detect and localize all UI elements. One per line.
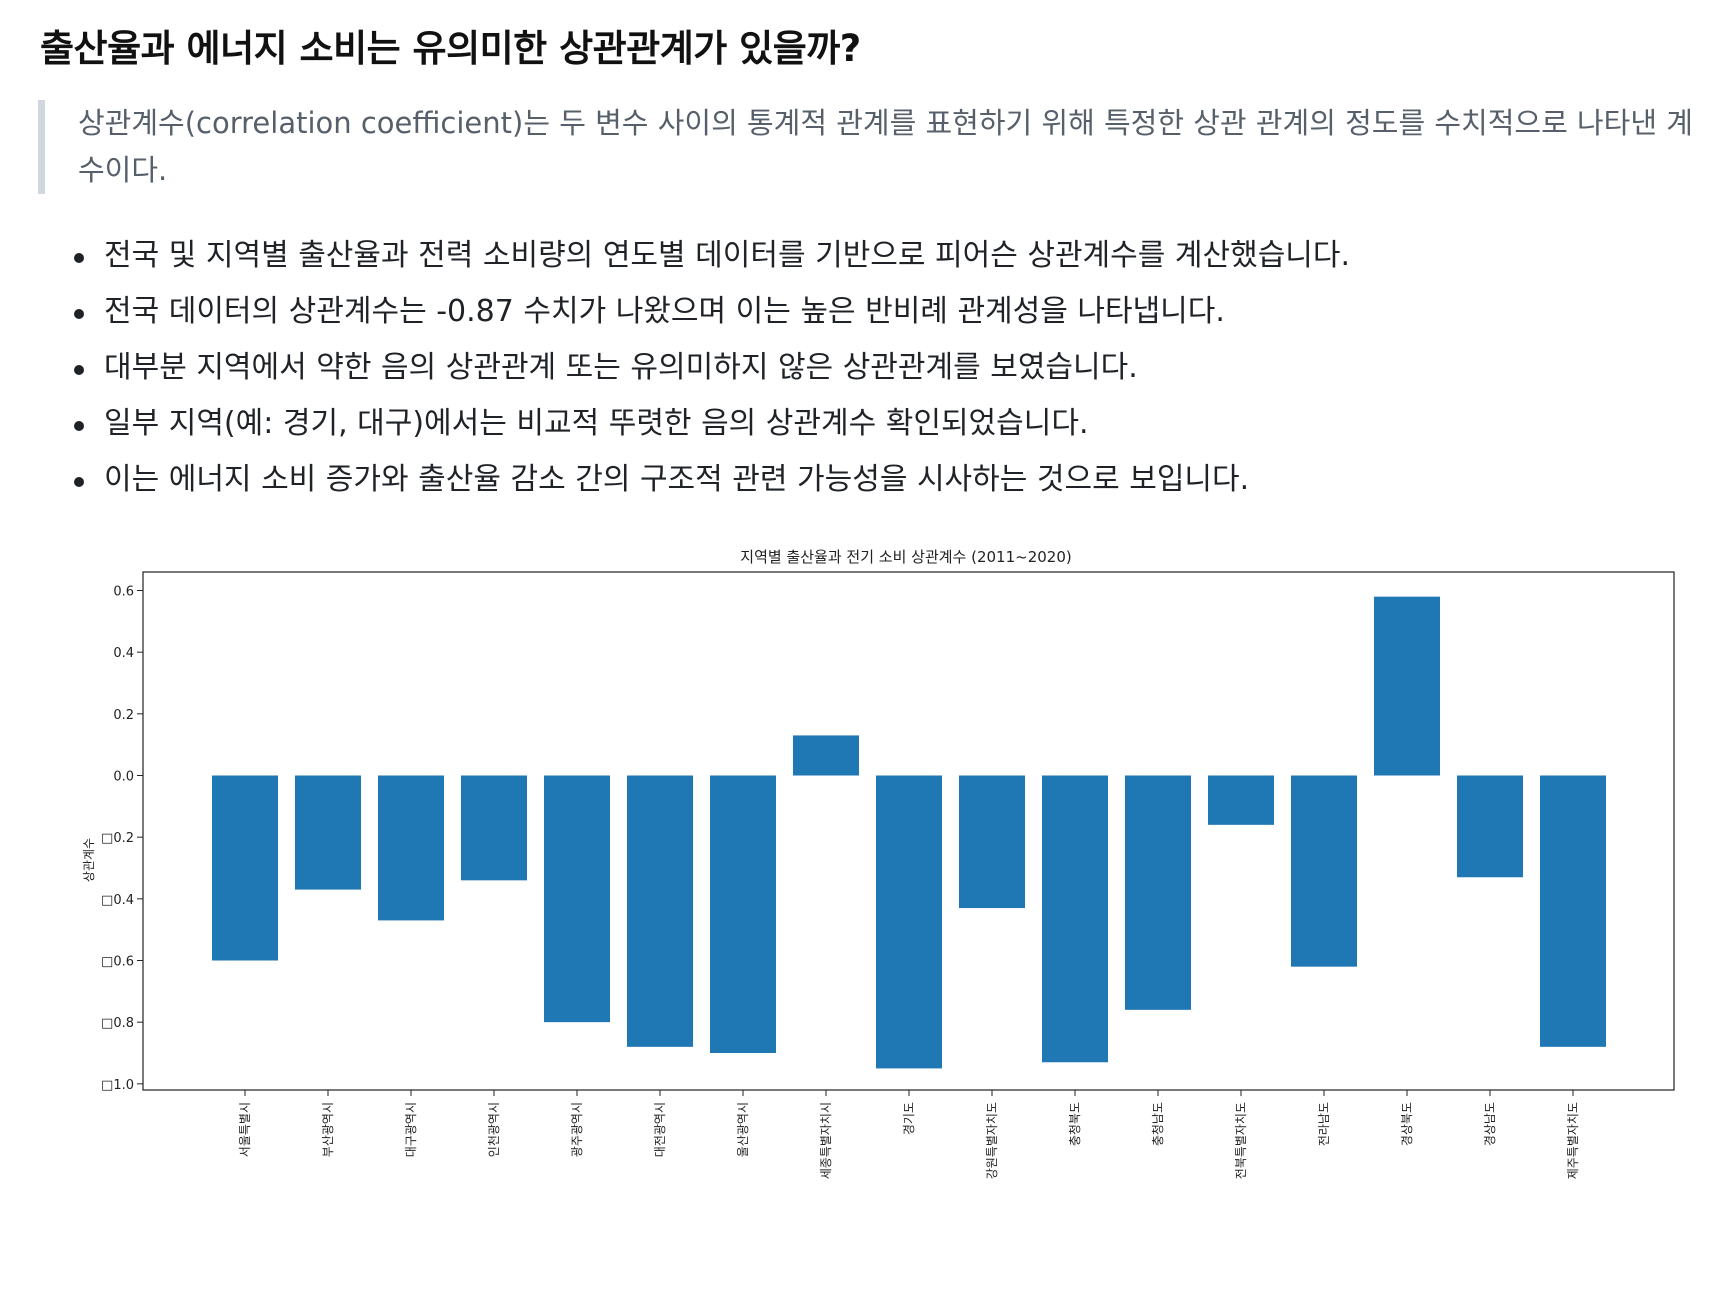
x-tick-label: 대전광역시 — [653, 1102, 667, 1157]
bar — [1374, 596, 1440, 776]
bar — [1125, 775, 1191, 1010]
bars — [212, 596, 1606, 1069]
y-tick-label: 0.6 — [113, 585, 134, 600]
x-tick-label: 제주특별자치도 — [1566, 1102, 1580, 1179]
bar — [1042, 775, 1108, 1063]
list-item: 전국 및 지역별 출산율과 전력 소비량의 연도별 데이터를 기반으로 피어슨 … — [0, 228, 1350, 284]
bar — [212, 775, 278, 961]
plot-frame — [142, 571, 1675, 1091]
x-axis: 서울특별시 부산광역시 대구광역시 인천광역시 광주광역시 대전광역시 울산광역시 세종특별자… — [238, 1090, 1580, 1179]
bar — [876, 775, 942, 1069]
bar — [793, 735, 859, 776]
y-tick-label: □0.6 — [101, 955, 134, 970]
bar — [295, 775, 361, 890]
y-tick-label: □0.4 — [101, 893, 134, 908]
findings-list: 전국 및 지역별 출산율과 전력 소비량의 연도별 데이터를 기반으로 피어슨 … — [0, 228, 1350, 508]
x-tick-label: 전라남도 — [1317, 1102, 1331, 1146]
x-tick-label: 충청남도 — [1151, 1102, 1165, 1146]
x-tick-label: 경상남도 — [1483, 1102, 1497, 1146]
y-tick-label: □0.8 — [101, 1016, 134, 1031]
list-item: 대부분 지역에서 약한 음의 상관관계 또는 유의미하지 않은 상관관계를 보였… — [0, 340, 1350, 396]
x-tick-label: 경기도 — [902, 1102, 916, 1135]
bar — [959, 775, 1025, 909]
x-tick-label: 세종특별자치시 — [819, 1102, 833, 1179]
y-tick-label: 0.4 — [113, 646, 134, 661]
quote-text: 상관계수(correlation coefficient)는 두 변수 사이의 … — [78, 106, 1693, 187]
x-tick-label: 경상북도 — [1400, 1102, 1414, 1146]
list-item: 전국 데이터의 상관계수는 -0.87 수치가 나왔으며 이는 높은 반비례 관… — [0, 284, 1350, 340]
list-item: 일부 지역(예: 경기, 대구)에서는 비교적 뚜렷한 음의 상관계수 확인되었… — [0, 396, 1350, 452]
y-axis: 0.6 0.4 0.2 0.0 □0.2 □0.4 □0.6 □0.8 □1.0 — [101, 585, 143, 1093]
x-tick-label: 광주광역시 — [570, 1102, 584, 1157]
chart-title: 지역별 출산율과 전기 소비 상관계수 (2011~2020) — [740, 548, 1071, 566]
y-tick-label: 0.0 — [113, 770, 134, 785]
bar — [1291, 775, 1357, 967]
x-tick-label: 강원특별자치도 — [985, 1102, 999, 1179]
y-tick-label: □0.2 — [101, 831, 134, 846]
x-tick-label: 대구광역시 — [404, 1102, 418, 1157]
x-tick-label: 부산광역시 — [321, 1102, 335, 1157]
correlation-bar-chart: 지역별 출산율과 전기 소비 상관계수 (2011~2020) 상관계수 0.6… — [82, 548, 1675, 1179]
x-tick-label: 울산광역시 — [736, 1102, 750, 1157]
bar — [378, 775, 444, 921]
bar — [627, 775, 693, 1047]
x-tick-label: 충청북도 — [1068, 1102, 1082, 1146]
bar — [710, 775, 776, 1053]
x-tick-label: 서울특별시 — [238, 1102, 252, 1157]
bar — [544, 775, 610, 1023]
y-tick-label: 0.2 — [113, 708, 134, 723]
x-tick-label: 전북특별자치도 — [1234, 1102, 1248, 1179]
page-title: 출산율과 에너지 소비는 유의미한 상관관계가 있을까? — [40, 27, 861, 70]
y-axis-label: 상관계수 — [82, 838, 96, 882]
bar — [461, 775, 527, 881]
bar — [1457, 775, 1523, 878]
y-tick-label: □1.0 — [101, 1078, 134, 1093]
list-item: 이는 에너지 소비 증가와 출산율 감소 간의 구조적 관련 가능성을 시사하는… — [0, 452, 1350, 508]
bar — [1208, 775, 1274, 825]
x-tick-label: 인천광역시 — [486, 1102, 501, 1157]
bar — [1540, 775, 1606, 1047]
definition-quote: 상관계수(correlation coefficient)는 두 변수 사이의 … — [38, 100, 1718, 194]
